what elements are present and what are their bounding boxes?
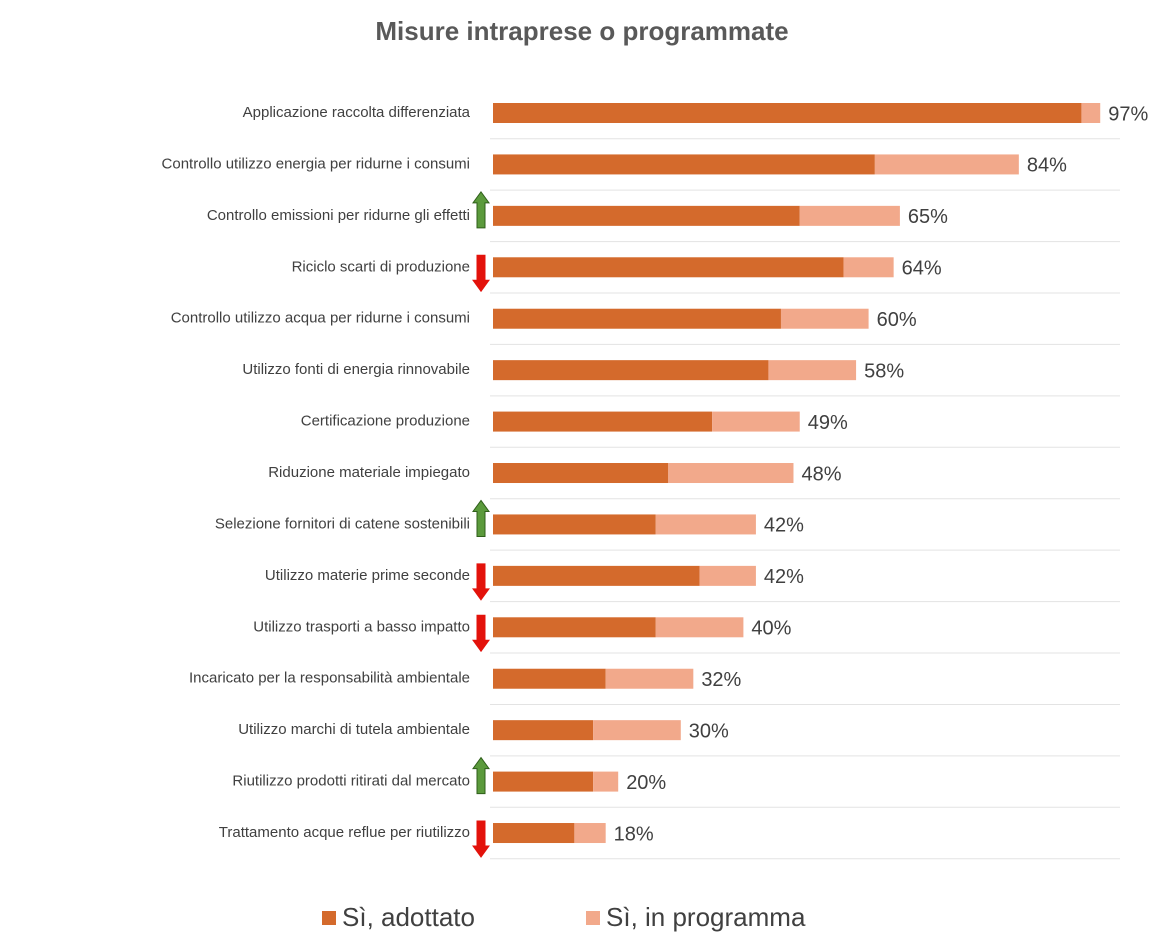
trend-arrow-down [472,563,490,601]
bar-segment [493,308,781,329]
total-label: 49% [808,412,848,434]
bar-segment [493,463,669,484]
category-label: Riciclo scarti di produzione [292,258,470,275]
trend-arrow-down [472,254,490,293]
total-label: 64% [902,258,942,280]
category-label: Riduzione materiale impiegato [268,464,470,481]
bar-segment [574,823,606,844]
category-label: Utilizzo fonti di energia rinnovabile [242,361,470,378]
total-label: 42% [764,515,804,537]
bar-segment [655,514,756,535]
total-label: 97% [1108,103,1148,125]
category-label: Controllo utilizzo energia per ridurne i… [162,155,470,172]
bar-segment [493,771,594,792]
bar-segment [874,154,1019,175]
bar-segment [1081,103,1101,123]
bar-segment [493,565,700,586]
total-label: 40% [751,618,791,640]
bar-segment [668,463,794,484]
bar-segment [493,360,769,381]
total-label: 42% [764,566,804,588]
category-label: Incaricato per la responsabilità ambient… [189,670,470,687]
total-label: 48% [801,463,841,485]
bar-segment [593,720,681,741]
bar-segment [493,617,656,638]
category-label: Utilizzo materie prime seconde [265,567,470,584]
category-label: Trattamento acque reflue per riutilizzo [219,824,470,841]
bar-segment [699,565,756,586]
bar-segment [493,823,575,844]
legend-label: Sì, in programma [606,902,806,932]
bar-segment [768,360,857,381]
bar-segment [712,411,800,432]
total-label: 65% [908,206,948,228]
bar-segment [493,668,606,689]
bar-segment [799,205,900,226]
bar-segment [493,103,1082,123]
bar-segment [780,308,869,329]
bar-segment [493,720,594,741]
total-label: 18% [614,823,654,845]
bar-segment [593,771,619,792]
total-label: 84% [1027,155,1067,177]
category-label: Utilizzo trasporti a basso impatto [253,618,470,635]
trend-arrow-down [472,614,490,653]
total-label: 32% [701,669,741,691]
bar-segment [655,617,744,638]
bar-segment [605,668,694,689]
category-label: Selezione fornitori di catene sostenibil… [215,515,470,532]
category-label: Controllo utilizzo acqua per ridurne i c… [171,310,470,327]
total-label: 20% [626,772,666,794]
category-label: Utilizzo marchi di tutela ambientale [238,721,470,738]
total-label: 58% [864,360,904,382]
legend-label: Sì, adottato [342,902,475,932]
total-label: 60% [877,309,917,331]
bar-segment [493,514,656,535]
total-label: 30% [689,720,729,742]
bar-segment [843,257,894,278]
bar-segment [493,154,875,175]
bar-segment [493,257,844,278]
category-label: Applicazione raccolta differenziata [243,104,471,121]
bar-segment [493,411,713,432]
trend-arrow-up [472,191,490,229]
legend-swatch [322,911,336,925]
category-label: Controllo emissioni per ridurne gli effe… [207,207,470,224]
trend-arrow-up [472,756,490,795]
legend-swatch [586,911,600,925]
trend-arrow-down [472,820,490,858]
category-label: Riutilizzo prodotti ritirati dal mercato [232,773,470,790]
chart-title: Misure intraprese o programmate [375,16,788,46]
category-label: Certificazione produzione [301,413,470,430]
bar-segment [493,205,800,226]
trend-arrow-up [472,499,490,537]
